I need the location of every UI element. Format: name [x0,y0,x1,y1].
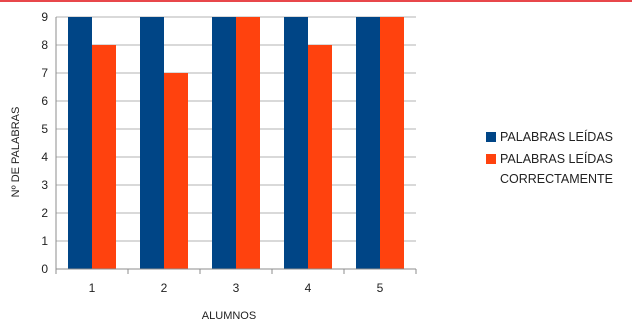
bar-series-1-alumno-5 [356,17,380,269]
bar-series-2-alumno-1 [92,45,116,269]
bar-series-2-alumno-5 [380,17,404,269]
x-tick-label: 4 [305,281,312,295]
y-tick-label: 1 [41,234,48,248]
bar-series-1-alumno-1 [68,17,92,269]
bars [68,17,404,269]
y-tick-label: 5 [41,122,48,136]
x-tick-labels: 1 2 3 4 5 [89,281,384,295]
y-tick-labels: 0 1 2 3 4 5 6 7 8 9 [41,10,48,276]
bar-series-1-alumno-2 [140,17,164,269]
y-tick-label: 2 [41,206,48,220]
y-tick-label: 9 [41,10,48,24]
x-tick-label: 2 [161,281,168,295]
axes [55,17,417,274]
legend-swatch-1 [486,132,496,142]
bar-series-2-alumno-3 [236,17,260,269]
y-tick-label: 3 [41,178,48,192]
x-tick-label: 1 [89,281,96,295]
x-tick-label: 3 [233,281,240,295]
x-axis-title: ALUMNOS [202,310,256,320]
bar-series-2-alumno-2 [164,73,188,269]
bar-series-1-alumno-4 [284,17,308,269]
top-accent-rule [0,0,632,2]
bar-series-2-alumno-4 [308,45,332,269]
bar-series-1-alumno-3 [212,17,236,269]
legend-label-1: PALABRAS LEÍDAS [500,129,613,144]
legend: PALABRAS LEÍDAS PALABRAS LEÍDAS CORRECTAME… [486,129,613,186]
y-tick-label: 7 [41,66,48,80]
y-tick-label: 4 [41,150,48,164]
y-tick-label: 8 [41,38,48,52]
y-tick-label: 0 [41,262,48,276]
legend-label-2: CORRECTAMENTE [500,172,613,186]
x-tick-label: 5 [377,281,384,295]
legend-label-2: PALABRAS LEÍDAS [500,151,613,166]
legend-swatch-2 [486,154,496,164]
y-tick-label: 6 [41,94,48,108]
y-axis-title: Nº DE PALABRAS [10,107,22,198]
